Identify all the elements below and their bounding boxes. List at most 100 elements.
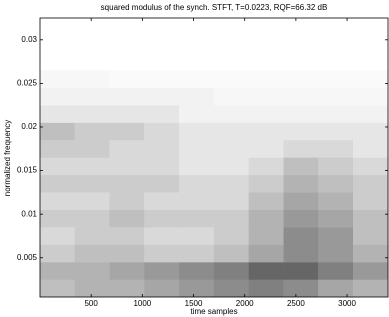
heatmap-cell	[179, 210, 214, 227]
heatmap-cell	[353, 140, 388, 157]
y-axis-label: normalized frequency	[3, 120, 12, 196]
heatmap-cell	[214, 262, 249, 279]
heatmap-cell	[75, 70, 110, 87]
heatmap-cell	[75, 262, 110, 279]
heatmap-cell	[214, 210, 249, 227]
heatmap-cell	[179, 105, 214, 122]
heatmap-cell	[75, 140, 110, 157]
heatmap-cell	[179, 262, 214, 279]
heatmap-cell	[110, 105, 145, 122]
heatmap-cell	[75, 210, 110, 227]
heatmap-cell	[214, 53, 249, 70]
heatmap-cell	[249, 210, 284, 227]
heatmap-cell	[353, 280, 388, 297]
heatmap-cell	[353, 262, 388, 279]
heatmap-cell	[249, 262, 284, 279]
heatmap-cell	[110, 158, 145, 175]
heatmap-cell	[318, 35, 353, 52]
heatmap-cell	[353, 88, 388, 105]
heatmap-cell	[110, 35, 145, 52]
heatmap-cell	[144, 158, 179, 175]
heatmap-cell	[144, 262, 179, 279]
heatmap-cell	[214, 18, 249, 35]
heatmap-cell	[353, 227, 388, 244]
y-tick-label: 0.015	[17, 166, 38, 175]
heatmap-cell	[40, 88, 75, 105]
heatmap-cell	[284, 140, 319, 157]
heatmap-cell	[284, 53, 319, 70]
heatmap-cell	[179, 123, 214, 140]
heatmap-cell	[144, 18, 179, 35]
heatmap-cell	[353, 105, 388, 122]
heatmap-cell	[353, 175, 388, 192]
heatmap-cell	[318, 70, 353, 87]
heatmap-cell	[40, 245, 75, 262]
heatmap-cell	[353, 192, 388, 209]
heatmap-cell	[284, 70, 319, 87]
heatmap-cell	[179, 227, 214, 244]
heatmap-cell	[40, 158, 75, 175]
heatmap-cell	[40, 210, 75, 227]
chart-title: squared modulus of the synch. STFT, T=0.…	[101, 3, 328, 12]
heatmap-cell	[284, 35, 319, 52]
heatmap-cell	[110, 70, 145, 87]
heatmap-cell	[214, 192, 249, 209]
heatmap-cell	[214, 245, 249, 262]
heatmap-cell	[144, 245, 179, 262]
heatmap-cell	[214, 140, 249, 157]
x-tick-label: 1500	[185, 299, 203, 308]
y-tick-label: 0.025	[17, 79, 38, 88]
heatmap-cell	[110, 175, 145, 192]
heatmap-cell	[284, 18, 319, 35]
heatmap-cell	[40, 70, 75, 87]
heatmap-cell	[284, 175, 319, 192]
heatmap-cell	[75, 105, 110, 122]
heatmap-cell	[353, 245, 388, 262]
heatmap-cell	[249, 70, 284, 87]
heatmap-cell	[110, 210, 145, 227]
heatmap-cell	[284, 158, 319, 175]
heatmap-cell	[110, 262, 145, 279]
heatmap-cell	[318, 262, 353, 279]
heatmap-cell	[284, 192, 319, 209]
heatmap-cell	[110, 245, 145, 262]
heatmap-cell	[144, 227, 179, 244]
heatmap-cell	[179, 53, 214, 70]
heatmap-cell	[75, 280, 110, 297]
heatmap-cell	[318, 192, 353, 209]
heatmap-cell	[40, 105, 75, 122]
heatmap-cell	[214, 105, 249, 122]
y-tick-label: 0.02	[21, 122, 37, 131]
heatmap-cell	[353, 123, 388, 140]
heatmap-cell	[214, 227, 249, 244]
heatmap-cell	[284, 105, 319, 122]
heatmap-cell	[249, 245, 284, 262]
heatmap-cell	[353, 158, 388, 175]
heatmap-cell	[110, 123, 145, 140]
x-tick-label: 1000	[133, 299, 151, 308]
heatmap-cell	[353, 35, 388, 52]
heatmap-cell	[179, 280, 214, 297]
heatmap-cell	[179, 175, 214, 192]
heatmap-cell	[179, 140, 214, 157]
x-axis-label: time samples	[190, 307, 237, 316]
heatmap-cell	[353, 18, 388, 35]
heatmap-cell	[75, 123, 110, 140]
heatmap-cell	[144, 35, 179, 52]
heatmap-cell	[249, 53, 284, 70]
chart: squared modulus of the synch. STFT, T=0.…	[0, 0, 389, 317]
y-tick-label: 0.005	[17, 253, 38, 262]
heatmap-cell	[249, 192, 284, 209]
heatmap-cell	[318, 18, 353, 35]
heatmap-cell	[75, 192, 110, 209]
heatmap-cell	[284, 123, 319, 140]
heatmap-cell	[318, 53, 353, 70]
heatmap-cell	[214, 123, 249, 140]
heatmap-cell	[144, 140, 179, 157]
heatmap-cell	[40, 175, 75, 192]
heatmap-cell	[249, 18, 284, 35]
heatmap-cell	[249, 140, 284, 157]
heatmap-cell	[214, 280, 249, 297]
heatmap-cell	[249, 158, 284, 175]
heatmap-cell	[318, 140, 353, 157]
